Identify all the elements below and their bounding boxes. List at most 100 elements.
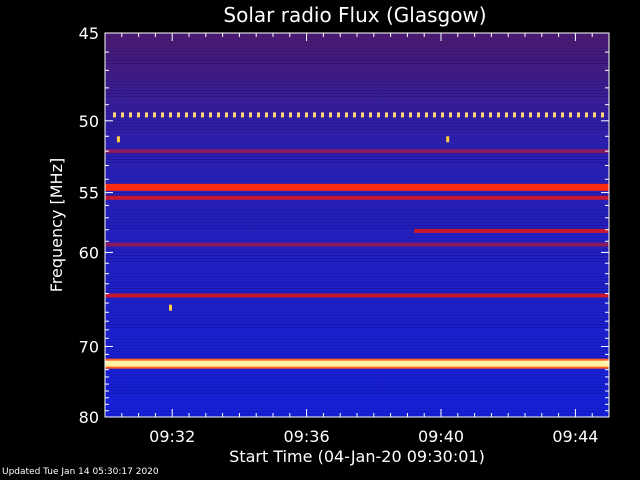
texture-row bbox=[105, 57, 609, 58]
texture-row bbox=[105, 147, 609, 148]
texture-row bbox=[105, 390, 609, 391]
band-dot bbox=[585, 112, 588, 118]
texture-row bbox=[105, 111, 609, 112]
texture-row bbox=[105, 207, 609, 208]
texture-row bbox=[105, 90, 609, 91]
band-dot bbox=[593, 112, 596, 118]
texture-row bbox=[105, 312, 609, 313]
band-dot bbox=[137, 112, 140, 118]
band-dot bbox=[345, 112, 348, 118]
band-dot bbox=[409, 112, 412, 118]
band-dot bbox=[313, 112, 316, 118]
band-dot bbox=[321, 112, 324, 118]
texture-row bbox=[105, 174, 609, 175]
texture-row bbox=[105, 318, 609, 319]
texture-row bbox=[105, 372, 609, 373]
texture-row bbox=[105, 285, 609, 286]
texture-row bbox=[105, 306, 609, 307]
texture-row bbox=[105, 123, 609, 124]
band-dot bbox=[553, 112, 556, 118]
texture-row bbox=[105, 261, 609, 262]
y-axis-label: Frequency [MHz] bbox=[47, 158, 66, 292]
texture-row bbox=[105, 405, 609, 406]
texture-row bbox=[105, 240, 609, 241]
y-axis: 45 50 55 60 70 80 bbox=[79, 24, 609, 427]
band-dot bbox=[497, 112, 500, 118]
band bbox=[105, 183, 609, 191]
texture-row bbox=[105, 237, 609, 238]
texture-row bbox=[105, 333, 609, 334]
band-dot bbox=[521, 112, 524, 118]
texture-row bbox=[105, 399, 609, 400]
texture-row bbox=[105, 276, 609, 277]
texture-row bbox=[105, 45, 609, 46]
texture-row bbox=[105, 114, 609, 115]
band-dot bbox=[297, 112, 300, 118]
texture-row bbox=[105, 300, 609, 301]
band-dot bbox=[233, 112, 236, 118]
texture-row bbox=[105, 384, 609, 385]
texture-row bbox=[105, 42, 609, 43]
texture-row bbox=[105, 228, 609, 229]
texture-row bbox=[105, 117, 609, 118]
texture-row bbox=[105, 354, 609, 355]
texture-row bbox=[105, 351, 609, 352]
y-tick-label: 60 bbox=[79, 243, 99, 262]
band-dot bbox=[257, 112, 260, 118]
texture-row bbox=[105, 348, 609, 349]
band-dot bbox=[529, 112, 532, 118]
texture-row bbox=[105, 204, 609, 205]
texture-row bbox=[105, 141, 609, 142]
texture-row bbox=[105, 129, 609, 130]
band bbox=[414, 228, 609, 233]
texture-row bbox=[105, 156, 609, 157]
texture-row bbox=[105, 375, 609, 376]
texture-row bbox=[105, 72, 609, 73]
band-dot bbox=[457, 112, 460, 118]
x-tick-label: 09:32 bbox=[149, 427, 195, 446]
texture-row bbox=[105, 342, 609, 343]
band-dot bbox=[161, 112, 164, 118]
texture-row bbox=[105, 108, 609, 109]
band-dot bbox=[465, 112, 468, 118]
band bbox=[105, 195, 609, 200]
band-dot bbox=[209, 112, 212, 118]
band-dot bbox=[481, 112, 484, 118]
band-dot bbox=[241, 112, 244, 118]
band-dot bbox=[177, 112, 180, 118]
y-tick-label: 50 bbox=[79, 112, 99, 131]
texture-row bbox=[105, 78, 609, 79]
band-dot bbox=[489, 112, 492, 118]
burst-spot bbox=[169, 304, 173, 311]
texture-row bbox=[105, 87, 609, 88]
band-dot bbox=[513, 112, 516, 118]
plot-area bbox=[104, 32, 610, 418]
texture-row bbox=[105, 339, 609, 340]
band-dot bbox=[505, 112, 508, 118]
texture-row bbox=[105, 321, 609, 322]
texture-row bbox=[105, 267, 609, 268]
texture-row bbox=[105, 153, 609, 154]
texture-row bbox=[105, 195, 609, 196]
texture-row bbox=[105, 159, 609, 160]
band bbox=[105, 360, 609, 367]
texture-row bbox=[105, 282, 609, 283]
band bbox=[105, 293, 609, 298]
texture-row bbox=[105, 168, 609, 169]
band-dot bbox=[353, 112, 356, 118]
texture-row bbox=[105, 225, 609, 226]
texture-row bbox=[105, 315, 609, 316]
texture-row bbox=[105, 378, 609, 379]
texture-row bbox=[105, 180, 609, 181]
texture-row bbox=[105, 120, 609, 121]
texture-row bbox=[105, 171, 609, 172]
band-dot bbox=[601, 112, 604, 118]
texture-row bbox=[105, 126, 609, 127]
texture-row bbox=[105, 288, 609, 289]
texture-row bbox=[105, 162, 609, 163]
band-dot bbox=[569, 112, 572, 118]
band-dot bbox=[425, 112, 428, 118]
band-dot bbox=[305, 112, 308, 118]
texture-row bbox=[105, 393, 609, 394]
texture-row bbox=[105, 369, 609, 370]
